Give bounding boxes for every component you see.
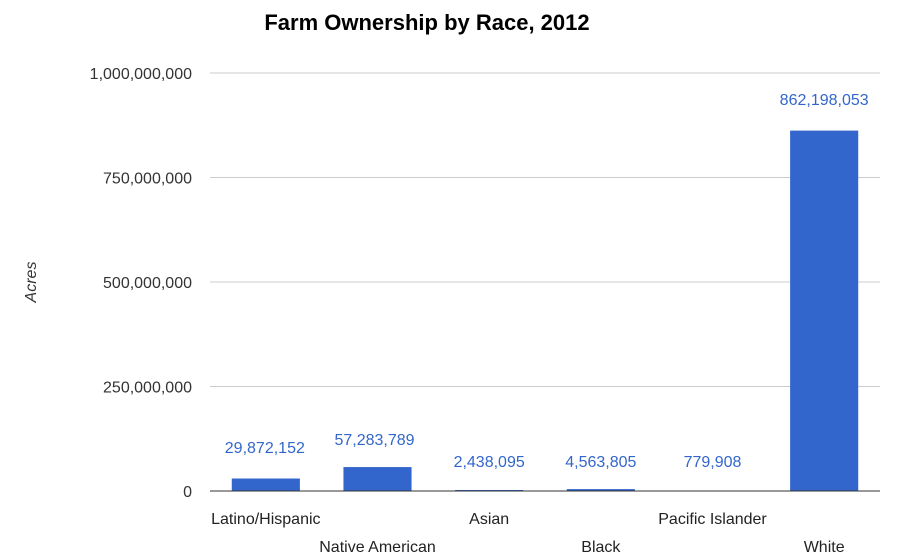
x-tick-label: Native American [319, 539, 436, 556]
x-axis-ticks: Latino/Hispanic Native American Asian Black… [211, 511, 845, 556]
data-labels: 29,872,152 57,283,789 2,438,095 4,563,805 77… [225, 92, 869, 471]
bars [231, 130, 859, 492]
y-tick-label: 750,000,000 [103, 171, 192, 188]
x-tick-label: Latino/Hispanic [211, 511, 320, 528]
y-axis-label: Acres [23, 262, 40, 304]
x-tick-label: Pacific Islander [658, 511, 767, 528]
gridlines [210, 72, 880, 387]
y-tick-label: 0 [183, 484, 192, 501]
x-tick-label: Black [581, 539, 621, 556]
bar-white [790, 130, 859, 492]
chart-title: Farm Ownership by Race, 2012 [264, 10, 589, 35]
x-tick-label: Asian [469, 511, 509, 528]
data-label: 57,283,789 [334, 432, 414, 449]
data-label: 4,563,805 [565, 454, 636, 471]
data-label: 862,198,053 [780, 92, 869, 109]
data-label: 779,908 [684, 454, 742, 471]
x-tick-label: White [804, 539, 845, 556]
bar-latino-hispanic [231, 478, 300, 491]
data-label: 2,438,095 [454, 454, 525, 471]
data-label: 29,872,152 [225, 440, 305, 457]
bar-asian [455, 489, 524, 491]
bar-black [566, 489, 635, 491]
y-tick-label: 250,000,000 [103, 380, 192, 397]
y-axis-ticks: 0 250,000,000 500,000,000 750,000,000 1,000,… [90, 66, 192, 501]
bar-native-american [343, 467, 412, 491]
y-tick-label: 1,000,000,000 [90, 66, 192, 83]
y-tick-label: 500,000,000 [103, 275, 192, 292]
